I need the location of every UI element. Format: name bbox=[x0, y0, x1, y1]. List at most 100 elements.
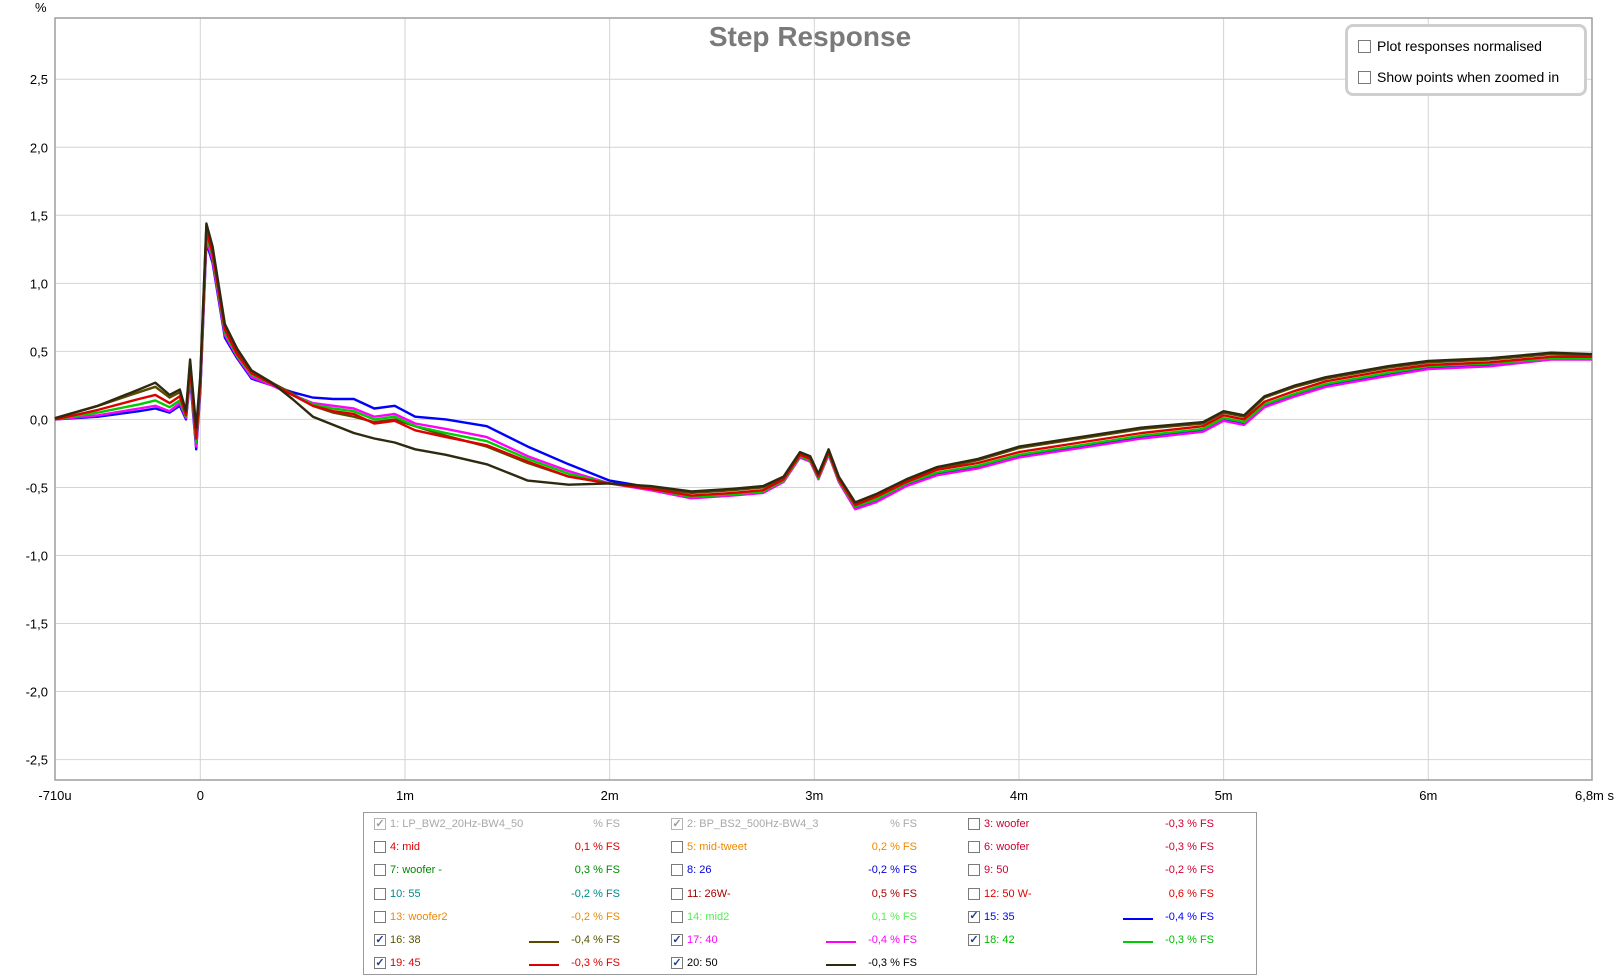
legend-label: 5: mid-tweet bbox=[687, 841, 747, 854]
legend-checkbox[interactable] bbox=[671, 934, 683, 946]
legend-checkbox[interactable] bbox=[374, 957, 386, 970]
legend-item[interactable]: 11: 26W- 0,5 % FS bbox=[661, 886, 955, 904]
series-lines bbox=[54, 222, 1593, 511]
legend-value: 0,1 % FS bbox=[871, 910, 917, 923]
legend-label: 3: woofer bbox=[984, 818, 1030, 830]
legend-checkbox[interactable] bbox=[968, 887, 980, 900]
legend-item[interactable]: 9: 50 -0,2 % FS bbox=[958, 862, 1252, 880]
y-tick-label: -2,5 bbox=[26, 753, 48, 768]
show-points-label: Show points when zoomed in bbox=[1377, 69, 1560, 85]
legend-checkbox[interactable] bbox=[671, 957, 683, 970]
x-tick-label: 2m bbox=[601, 788, 619, 803]
legend-label: 14: mid2 bbox=[687, 910, 730, 923]
legend-label: 10: 55 bbox=[390, 887, 421, 900]
legend-checkbox[interactable] bbox=[374, 841, 386, 854]
y-tick-labels: 2,5 2,0 1,5 1,0 0,5 0,0 -0,5 -1,0 -1,5 -2,0 -2,5 bbox=[26, 72, 48, 767]
legend-item[interactable]: 2: BP_BS2_500Hz-BW4_3 % FS bbox=[661, 816, 955, 834]
y-tick-label: 1,0 bbox=[30, 276, 48, 291]
show-points-checkbox[interactable] bbox=[1358, 70, 1371, 84]
legend-checkbox[interactable] bbox=[374, 887, 386, 900]
y-tick-label: 2,5 bbox=[30, 72, 48, 87]
y-axis-unit: % bbox=[35, 0, 47, 15]
legend-checkbox[interactable] bbox=[374, 910, 386, 923]
x-tick-label: 3m bbox=[805, 788, 823, 803]
legend-checkbox[interactable] bbox=[968, 841, 980, 854]
legend-value: 0,1 % FS bbox=[574, 841, 620, 854]
legend-item[interactable]: 17: 40 -0,4 % FS bbox=[661, 932, 955, 950]
x-tick-labels: -710u 0 1m 2m 3m 4m 5m 6m 6,8m s bbox=[38, 788, 1614, 803]
normalise-label: Plot responses normalised bbox=[1377, 38, 1542, 54]
x-tick-label: 6,8m s bbox=[1575, 788, 1615, 803]
y-tick-label: 2,0 bbox=[30, 140, 48, 155]
legend-swatch bbox=[529, 964, 559, 967]
grid bbox=[55, 18, 1592, 780]
legend-value: -0,3 % FS bbox=[1165, 934, 1214, 946]
y-tick-label: 1,5 bbox=[30, 208, 48, 223]
legend-value: -0,2 % FS bbox=[868, 864, 917, 877]
x-tick-label: 4m bbox=[1010, 788, 1028, 803]
legend-checkbox[interactable] bbox=[968, 934, 980, 946]
legend-swatch bbox=[1123, 917, 1153, 920]
legend-checkbox[interactable] bbox=[374, 818, 386, 830]
legend-value: -0,2 % FS bbox=[571, 910, 620, 923]
x-tick-label: 5m bbox=[1215, 788, 1233, 803]
legend-checkbox[interactable] bbox=[671, 910, 683, 923]
legend-value: % FS bbox=[890, 818, 917, 830]
legend-item[interactable]: 12: 50 W- 0,6 % FS bbox=[958, 886, 1252, 904]
y-tick-label: 0,5 bbox=[30, 344, 48, 359]
legend-item[interactable]: 8: 26 -0,2 % FS bbox=[661, 862, 955, 880]
legend-label: 20: 50 bbox=[687, 957, 718, 970]
x-tick-label: 6m bbox=[1419, 788, 1437, 803]
legend-item[interactable]: 10: 55 -0,2 % FS bbox=[364, 886, 658, 904]
step-response-chart[interactable]: % Step Response 2,5 2,0 1,5 1,0 0,5 0,0 -0,5 -1… bbox=[0, 0, 1617, 812]
legend-label: 6: woofer bbox=[984, 841, 1030, 854]
y-tick-label: -2,0 bbox=[26, 685, 48, 700]
legend-swatch bbox=[1123, 941, 1153, 943]
x-tick-label: 1m bbox=[396, 788, 414, 803]
legend-value: 0,6 % FS bbox=[1168, 887, 1214, 900]
legend-item[interactable]: 16: 38 -0,4 % FS bbox=[364, 932, 658, 950]
legend-checkbox[interactable] bbox=[968, 910, 980, 923]
legend-value: -0,2 % FS bbox=[1165, 864, 1214, 877]
x-tick-label: 0 bbox=[197, 788, 204, 803]
legend-item[interactable]: 6: woofer -0,3 % FS bbox=[958, 839, 1252, 857]
legend-checkbox[interactable] bbox=[671, 841, 683, 854]
legend-item[interactable]: 15: 35 -0,4 % FS bbox=[958, 909, 1252, 927]
legend-item[interactable]: 3: woofer -0,3 % FS bbox=[958, 816, 1252, 834]
legend-item[interactable]: 14: mid2 0,1 % FS bbox=[661, 909, 955, 927]
legend-item[interactable]: 19: 45 -0,3 % FS bbox=[364, 955, 658, 973]
legend-item[interactable]: 1: LP_BW2_20Hz-BW4_50 % FS bbox=[364, 816, 658, 834]
legend-checkbox[interactable] bbox=[968, 864, 980, 877]
legend-checkbox[interactable] bbox=[374, 864, 386, 877]
show-points-option[interactable]: Show points when zoomed in bbox=[1358, 68, 1559, 86]
legend-swatch bbox=[529, 941, 559, 943]
legend-item[interactable]: 18: 42 -0,3 % FS bbox=[958, 932, 1252, 950]
legend-item[interactable]: 4: mid 0,1 % FS bbox=[364, 839, 658, 857]
legend-label: 17: 40 bbox=[687, 934, 718, 946]
legend-item[interactable]: 7: woofer - 0,3 % FS bbox=[364, 862, 658, 880]
legend-swatch bbox=[826, 964, 856, 967]
legend-swatch bbox=[826, 941, 856, 943]
legend-value: -0,3 % FS bbox=[571, 957, 620, 970]
legend-item[interactable]: 13: woofer2 -0,2 % FS bbox=[364, 909, 658, 927]
x-tick-label: -710u bbox=[38, 788, 71, 803]
legend-checkbox[interactable] bbox=[968, 818, 980, 830]
legend-checkbox[interactable] bbox=[374, 934, 386, 946]
legend-label: 19: 45 bbox=[390, 957, 421, 970]
legend-item[interactable]: 5: mid-tweet 0,2 % FS bbox=[661, 839, 955, 857]
legend-value: % FS bbox=[593, 818, 620, 830]
legend-checkbox[interactable] bbox=[671, 864, 683, 877]
y-tick-label: 0,0 bbox=[30, 412, 48, 427]
legend-checkbox[interactable] bbox=[671, 887, 683, 900]
measurement-legend: 1: LP_BW2_20Hz-BW4_50% FS2: BP_BS2_500Hz… bbox=[363, 812, 1257, 975]
legend-label: 16: 38 bbox=[390, 934, 421, 946]
legend-value: -0,3 % FS bbox=[1165, 818, 1214, 830]
legend-item[interactable]: 20: 50 -0,3 % FS bbox=[661, 955, 955, 973]
legend-value: 0,5 % FS bbox=[871, 887, 917, 900]
legend-checkbox[interactable] bbox=[671, 818, 683, 830]
series-line-20 bbox=[54, 222, 1593, 504]
legend-label: 11: 26W- bbox=[687, 887, 731, 900]
normalise-checkbox[interactable] bbox=[1358, 39, 1371, 53]
normalise-option[interactable]: Plot responses normalised bbox=[1358, 37, 1542, 55]
legend-label: 7: woofer - bbox=[390, 864, 442, 877]
